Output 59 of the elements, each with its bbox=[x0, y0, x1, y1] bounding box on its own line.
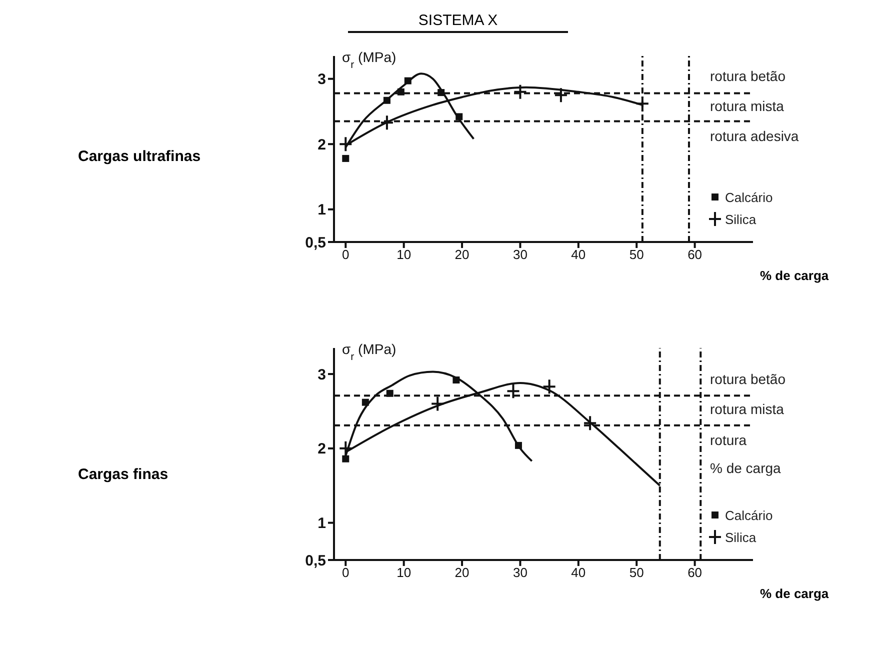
x-tick-label: 60 bbox=[688, 565, 702, 580]
x-tick-label: 40 bbox=[571, 565, 586, 580]
x-tick-label: 40 bbox=[571, 247, 586, 262]
legend-label: Calcário bbox=[725, 508, 773, 522]
point bbox=[452, 376, 460, 384]
point bbox=[342, 154, 350, 162]
annotation: % de carga bbox=[710, 460, 781, 476]
x-axis-title: % de carga bbox=[760, 586, 829, 601]
x-tick-label: 20 bbox=[454, 247, 470, 262]
point bbox=[554, 87, 568, 104]
legend-label: Calcário bbox=[725, 190, 773, 204]
y-tick-label: 2 bbox=[318, 136, 326, 154]
point bbox=[397, 88, 404, 96]
text: Cargas finas bbox=[78, 466, 170, 483]
y-axis-title: σ$_{r}$ (MPa) bbox=[342, 49, 396, 71]
point bbox=[635, 96, 650, 112]
x-tick-label: 0 bbox=[342, 565, 350, 580]
point bbox=[542, 378, 556, 395]
point bbox=[362, 398, 369, 406]
point bbox=[342, 455, 350, 462]
y-tick-label: 3 bbox=[318, 366, 326, 384]
point bbox=[383, 96, 390, 104]
annotation: rotura adesiva bbox=[710, 128, 799, 144]
annotation: rotura mista bbox=[710, 401, 784, 418]
y-tick-label: 0,5 bbox=[305, 234, 326, 252]
annotation: rotura bbox=[710, 432, 747, 448]
point bbox=[513, 84, 528, 100]
y-axis-title: σ$_{r}$ (MPa) bbox=[342, 341, 396, 363]
point bbox=[514, 442, 522, 449]
x-tick-label: 50 bbox=[629, 247, 644, 262]
x-axis-title: % de carga bbox=[760, 268, 829, 283]
x-tick-label: 20 bbox=[454, 565, 470, 580]
x-tick-label: 30 bbox=[512, 565, 528, 580]
point bbox=[380, 114, 394, 131]
annotation: rotura mista bbox=[710, 98, 784, 114]
chart-title: SISTEMA X bbox=[348, 12, 568, 33]
x-tick-label: 0 bbox=[342, 247, 350, 262]
text: Cargas ultrafinas bbox=[78, 148, 202, 165]
y-tick-label: 1 bbox=[318, 515, 326, 532]
y-tick-label: 0,5 bbox=[305, 552, 326, 570]
point bbox=[456, 113, 463, 120]
point bbox=[438, 89, 445, 96]
legend-label: Silica bbox=[725, 212, 756, 226]
annotation: rotura betão bbox=[710, 370, 786, 387]
y-tick-label: 1 bbox=[318, 202, 326, 219]
x-tick-label: 10 bbox=[396, 247, 412, 262]
point bbox=[583, 415, 598, 432]
point bbox=[386, 390, 394, 397]
y-tick-label: 2 bbox=[318, 440, 326, 458]
x-tick-label: 10 bbox=[396, 565, 412, 580]
point bbox=[404, 77, 412, 84]
x-tick-label: 30 bbox=[512, 247, 528, 262]
x-tick-label: 50 bbox=[629, 565, 644, 580]
legend-label: Silica bbox=[725, 530, 756, 544]
y-tick-label: 3 bbox=[318, 71, 326, 88]
point bbox=[430, 396, 445, 412]
x-tick-label: 60 bbox=[688, 247, 702, 262]
point bbox=[506, 383, 520, 400]
annotation: rotura betão bbox=[710, 68, 786, 84]
